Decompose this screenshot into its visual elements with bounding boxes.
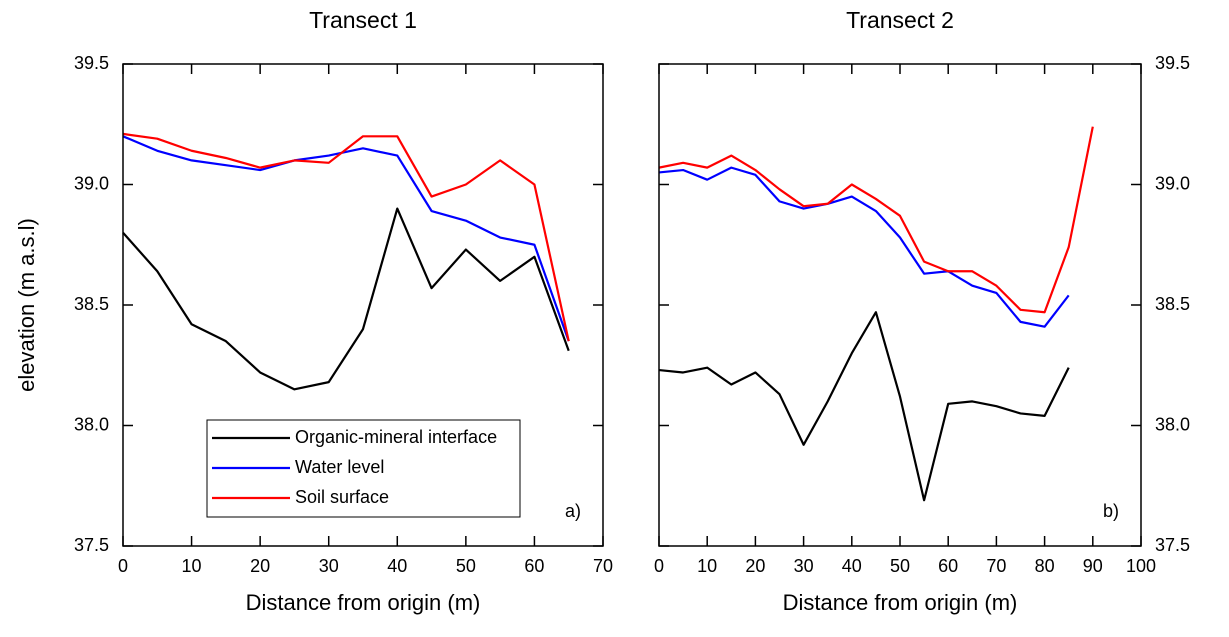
x-tick-label: 10 [697, 556, 717, 576]
x-tick-label: 30 [319, 556, 339, 576]
y-tick-label: 39.5 [74, 53, 109, 73]
y-tick-label: 39.0 [74, 173, 109, 193]
y-tick-label: 38.0 [74, 414, 109, 434]
x-axis-label: Distance from origin (m) [783, 590, 1018, 615]
x-tick-label: 20 [250, 556, 270, 576]
plot-frame [122, 63, 604, 547]
x-tick-label: 0 [118, 556, 128, 576]
data-line [122, 207, 570, 391]
legend-label: Water level [295, 457, 384, 477]
x-tick-label: 30 [794, 556, 814, 576]
x-tick-label: 50 [456, 556, 476, 576]
x-tick-label: 10 [182, 556, 202, 576]
data-line [122, 132, 570, 342]
y-tick-label: 38.5 [1155, 294, 1190, 314]
y-axis-label: elevation (m a.s.l) [14, 218, 39, 392]
plot-frame [658, 63, 1142, 547]
panel-annotation: a) [565, 501, 581, 521]
x-tick-label: 50 [890, 556, 910, 576]
legend-label: Soil surface [295, 487, 389, 507]
y-tick-label: 39.5 [1155, 53, 1190, 73]
x-tick-label: 80 [1035, 556, 1055, 576]
y-tick-label: 39.0 [1155, 173, 1190, 193]
x-axis-label: Distance from origin (m) [246, 590, 481, 615]
y-tick-label: 38.5 [74, 294, 109, 314]
x-tick-label: 100 [1126, 556, 1156, 576]
data-line [658, 166, 1070, 328]
panel-annotation: b) [1103, 501, 1119, 521]
y-tick-label: 37.5 [74, 535, 109, 555]
y-tick-label: 37.5 [1155, 535, 1190, 555]
x-tick-label: 20 [745, 556, 765, 576]
data-line [658, 126, 1094, 314]
x-tick-label: 90 [1083, 556, 1103, 576]
x-tick-label: 70 [986, 556, 1006, 576]
data-line [658, 311, 1070, 502]
legend-label: Organic-mineral interface [295, 427, 497, 447]
x-tick-label: 40 [387, 556, 407, 576]
x-tick-label: 40 [842, 556, 862, 576]
x-tick-label: 60 [938, 556, 958, 576]
y-tick-label: 38.0 [1155, 414, 1190, 434]
panel-title: Transect 2 [846, 7, 954, 33]
x-tick-label: 60 [524, 556, 544, 576]
x-tick-label: 70 [593, 556, 613, 576]
panel-title: Transect 1 [309, 7, 417, 33]
data-line [122, 135, 570, 342]
x-tick-label: 0 [654, 556, 664, 576]
